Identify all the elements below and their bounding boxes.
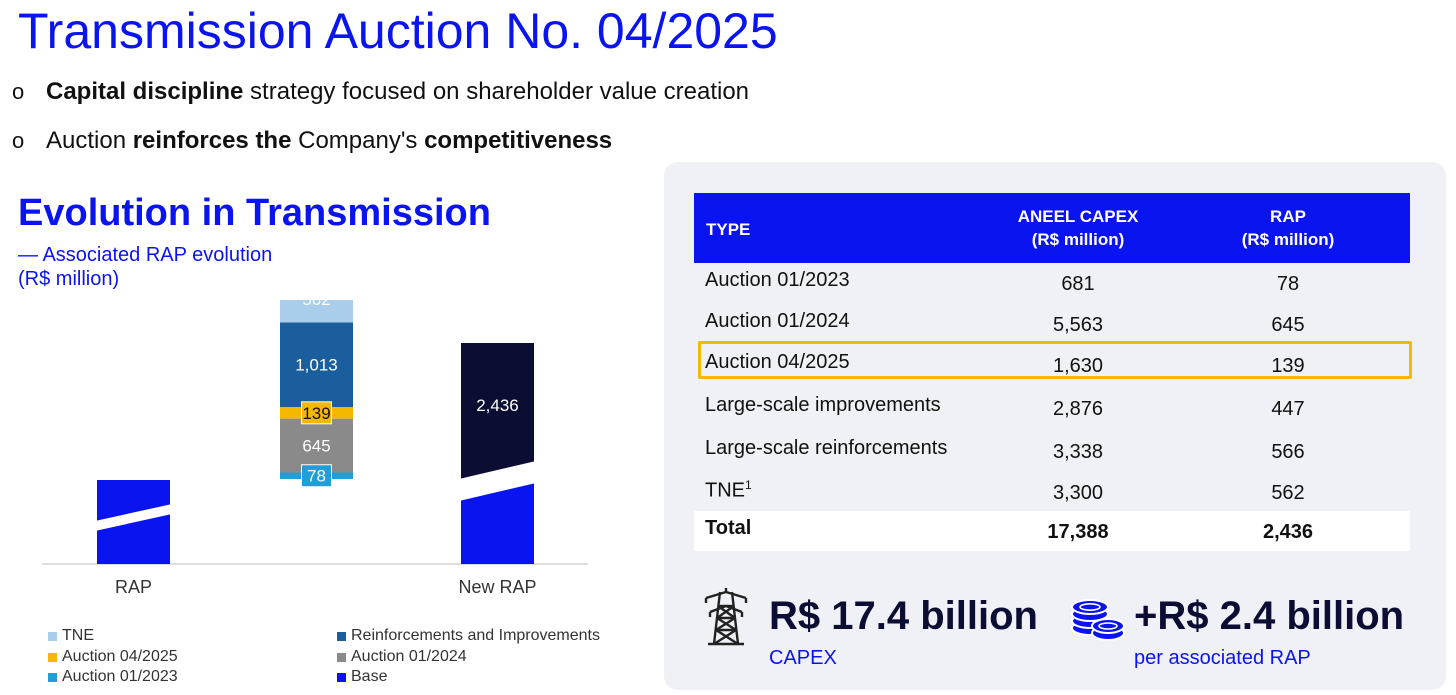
cell-type: Auction 01/2023 (705, 269, 850, 291)
table-total-row: Total 17,388 2,436 (694, 511, 1410, 551)
table-row-highlighted: Auction 04/2025 1,630 139 (694, 345, 1410, 385)
cell-rap: 139 (1271, 355, 1305, 377)
cell-type: Large-scale improvements (705, 394, 941, 416)
cell-rap: 447 (1271, 398, 1305, 420)
legend-swatch (337, 631, 346, 641)
footnote-marker: 1 (745, 478, 752, 492)
value-label: 645 (302, 437, 330, 456)
column-header-type: TYPE (706, 220, 751, 239)
bullet-bold-text: competitiveness (424, 127, 613, 154)
cell-type: Large-scale reinforcements (705, 437, 948, 459)
bullet-text: strategy focused on shareholder value cr… (243, 78, 750, 105)
value-label-box (301, 401, 332, 425)
legend-swatch (48, 631, 57, 641)
column-header-capex-title: ANEEL CAPEX (1017, 207, 1139, 226)
legend-item: Auction 04/2025 (48, 648, 178, 666)
cell-type-text: TNE (705, 479, 745, 502)
cell-type: Total (705, 517, 752, 539)
rap-kpi-value: +R$ 2.4 billion (1134, 594, 1405, 638)
cell-capex: 3,338 (1052, 441, 1104, 463)
chart-title: Evolution in Transmission (18, 192, 491, 234)
legend-label: TNE (62, 627, 94, 644)
legend-swatch (337, 652, 346, 662)
bullet-text: Company's (291, 127, 425, 154)
rap-kpi-label: per associated RAP (1134, 647, 1311, 669)
column-header-capex: ANEEL CAPEX (R$ million) (978, 205, 1178, 251)
legend-swatch (48, 652, 57, 662)
bar-segment-reinforcements-and-improvements (280, 322, 353, 408)
cell-type: Auction 01/2024 (705, 310, 850, 332)
cell-rap: 645 (1271, 314, 1305, 336)
capex-kpi-value: R$ 17.4 billion (769, 594, 1038, 638)
category-label: RAP (115, 577, 152, 597)
cell-capex: 1,630 (1052, 355, 1104, 377)
value-label: 78 (307, 467, 326, 486)
axis-break-rap (95, 504, 172, 531)
value-label-box (301, 464, 332, 488)
column-header-capex-unit: (R$ million) (1031, 230, 1125, 249)
bullet-bold-text: reinforces the (132, 127, 292, 154)
table-row: Large-scale reinforcements 3,338 566 (694, 431, 1410, 471)
chart-subtitle-line: — Associated RAP evolution (18, 244, 273, 266)
bar-new-rap-top (461, 343, 534, 479)
legend-item: Reinforcements and Improvements (337, 627, 600, 645)
value-label-new-rap: 2,436 (476, 396, 519, 415)
cell-capex: 5,563 (1052, 314, 1104, 336)
value-label: 562 (302, 300, 330, 309)
legend-item: Auction 01/2023 (48, 668, 178, 686)
table-row: TNE1 3,300 562 (694, 472, 1410, 512)
bullet-bold-text: Capital discipline (46, 78, 244, 105)
capex-kpi-label: CAPEX (769, 647, 837, 669)
value-label: 1,013 (295, 356, 338, 375)
bullet-competitiveness: o Auction reinforces the Company's compet… (12, 127, 612, 155)
axis-break-new-rap (459, 461, 536, 501)
bar-segment-tne (280, 300, 353, 323)
legend-label: Reinforcements and Improvements (351, 627, 600, 644)
chart-unit: (R$ million) (18, 268, 120, 290)
cell-capex: 3,300 (1052, 482, 1104, 504)
highlight-frame (698, 341, 1412, 379)
bullet-text: Auction (46, 127, 133, 154)
column-header-rap: RAP (R$ million) (1188, 205, 1388, 251)
rap-evolution-chart: 78 645 139 1,013 562 2,436 RAP New RAP (42, 300, 588, 597)
transmission-tower-icon (698, 586, 754, 651)
column-header-rap-title: RAP (1270, 207, 1306, 226)
legend-item: TNE (48, 627, 94, 645)
table-row: Auction 01/2023 681 78 (694, 263, 1410, 303)
table-row: Large-scale improvements 2,876 447 (694, 388, 1410, 428)
cell-rap: 78 (1276, 273, 1300, 295)
cell-rap: 562 (1271, 482, 1305, 504)
category-label: New RAP (458, 577, 536, 597)
legend-label: Auction 01/2023 (62, 668, 178, 685)
legend-swatch (337, 672, 346, 682)
legend-label: Auction 01/2024 (351, 648, 467, 665)
bullet-marker: o (12, 79, 25, 104)
legend-swatch (48, 672, 57, 682)
column-header-rap-unit: (R$ million) (1241, 230, 1335, 249)
cell-capex: 681 (1061, 273, 1095, 295)
bar-segment-auction-01-2024 (280, 418, 353, 473)
cell-rap: 2,436 (1262, 521, 1314, 543)
cell-rap: 566 (1271, 441, 1305, 463)
page-title: Transmission Auction No. 04/2025 (18, 3, 778, 59)
table-row: Auction 01/2024 5,563 645 (694, 304, 1410, 344)
legend-label: Base (351, 668, 388, 685)
value-label: 139 (302, 404, 330, 423)
cell-capex: 17,388 (1047, 521, 1109, 543)
bullet-marker: o (12, 128, 25, 153)
cell-capex: 2,876 (1052, 398, 1104, 420)
table-header: TYPE ANEEL CAPEX (R$ million) RAP (R$ mi… (694, 193, 1410, 263)
chart-subtitle: — Associated RAP evolution (R$ million) (18, 243, 272, 291)
legend-label: Auction 04/2025 (62, 648, 178, 665)
coins-icon (1068, 598, 1128, 649)
legend-item: Auction 01/2024 (337, 648, 467, 666)
cell-type: TNE1 (705, 478, 752, 503)
bullet-capital-discipline: o Capital discipline strategy focused on … (12, 78, 749, 106)
cell-type: Auction 04/2025 (705, 351, 850, 373)
legend-item: Base (337, 668, 387, 686)
